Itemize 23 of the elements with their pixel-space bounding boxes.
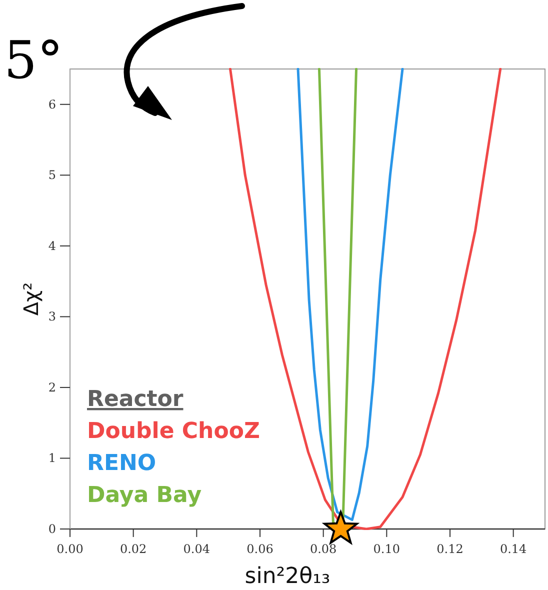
y-tick-label: 4 [48,238,56,253]
text: 5° [4,31,64,91]
x-tick-label: 0.14 [500,542,528,556]
text: RENO [87,451,156,476]
x-tick-label: 0.02 [120,542,147,556]
x-tick-label: 0.10 [373,542,400,556]
y-tick-label: 3 [48,310,56,324]
x-tick-label: 0.12 [436,542,464,556]
series-label: Double ChooZ [87,419,260,444]
legend-title: Reactor [87,387,184,412]
y-tick-label: 5 [48,168,56,182]
y-axis-title: Δχ² [19,282,43,316]
line-series [296,68,404,522]
y-tick-label: 1 [48,451,56,466]
x-tick-label: 0.08 [310,542,337,556]
x-axis-title: sin²2θ₁₃ [244,564,330,589]
x-tick-label: 0.04 [183,542,210,556]
text: Daya Bay [87,483,202,508]
y-tick-label: 2 [48,380,56,394]
x-tick-label: 0.00 [56,542,84,556]
y-tick-label: 6 [48,97,56,112]
x-tick-label: 0.06 [246,542,274,556]
y-tick-label: 0 [48,522,56,536]
